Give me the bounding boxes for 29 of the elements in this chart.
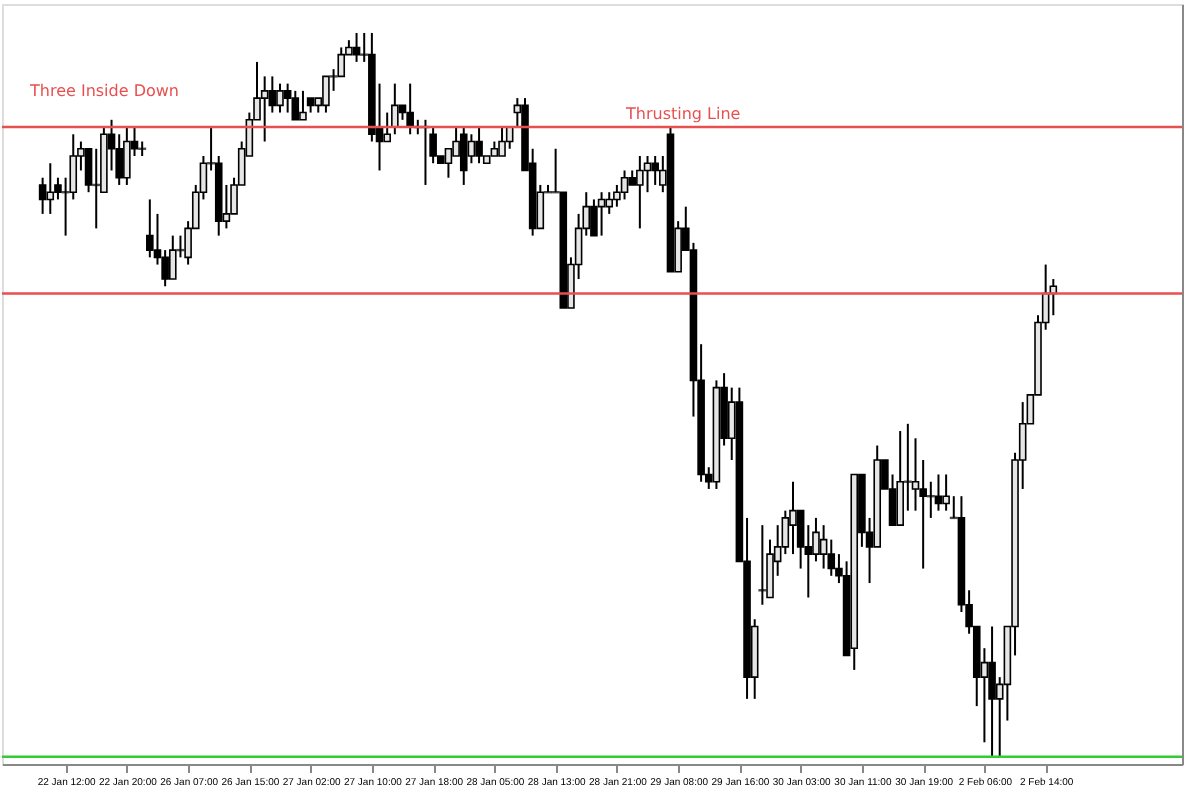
candlestick <box>651 155 659 186</box>
candlestick <box>498 126 506 157</box>
candlestick <box>896 430 904 527</box>
candlestick <box>444 147 453 179</box>
candlestick <box>322 75 330 114</box>
candlestick <box>988 625 996 758</box>
candlestick <box>819 524 828 570</box>
candlestick <box>934 473 943 512</box>
candlestick <box>620 169 629 201</box>
candlestick <box>168 234 177 281</box>
candlestick <box>283 82 292 114</box>
candlestick <box>276 82 284 114</box>
candlestick <box>46 162 55 215</box>
candlestick <box>789 480 797 556</box>
candlestick <box>391 82 399 136</box>
candlestick <box>467 133 476 165</box>
candlestick <box>605 191 614 215</box>
candlestick <box>406 82 414 136</box>
candlestick <box>590 198 598 237</box>
candlestick <box>636 155 644 230</box>
candlestick <box>475 126 483 165</box>
candlestick <box>291 89 300 121</box>
candlestick <box>942 473 950 512</box>
candlestick <box>123 126 131 186</box>
candlestick <box>146 198 154 259</box>
annotation: Three Inside Down <box>28 82 179 100</box>
ref-line-label: Thrusting Line <box>624 105 741 124</box>
candlestick <box>459 126 468 186</box>
candlestick <box>299 89 307 121</box>
